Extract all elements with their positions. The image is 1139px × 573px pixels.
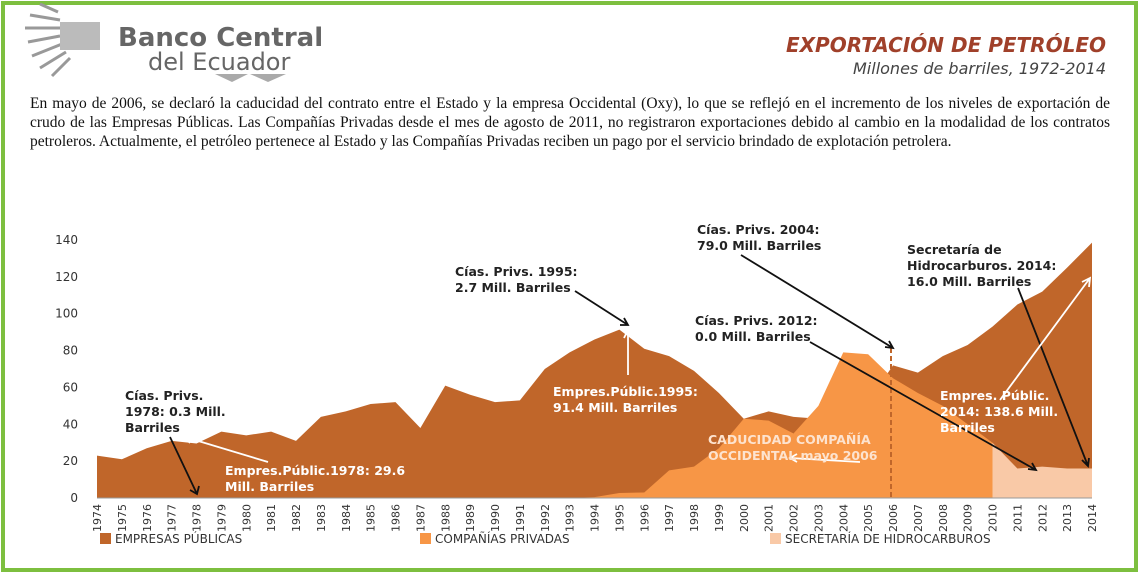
subtitle: Millones de barriles, 1972-2014: [853, 59, 1106, 78]
x-tick-label: 2004: [837, 504, 850, 532]
arrows: [169, 254, 1090, 496]
y-tick-label: 0: [70, 491, 78, 505]
x-tick-label: 1983: [315, 504, 328, 532]
annotation: Secretaría de: [907, 242, 1002, 257]
logo-text: del Ecuador: [148, 48, 290, 76]
legend-label: EMPRESAS PÚBLICAS: [115, 531, 242, 546]
area: [992, 442, 1092, 498]
x-tick-label: 1977: [166, 504, 179, 532]
x-tick-label: 1996: [638, 504, 651, 532]
x-tick-label: 1975: [116, 504, 129, 532]
x-tick-label: 2007: [912, 504, 925, 532]
logo-deco: [215, 74, 286, 82]
x-tick-label: 1979: [215, 504, 228, 532]
annotation: 79.0 Mill. Barriles: [697, 238, 821, 253]
y-tick-label: 40: [63, 417, 78, 431]
arrows-white: [183, 276, 1092, 463]
x-tick-label: 1993: [564, 504, 577, 532]
x-tick-label: 1990: [489, 504, 502, 532]
logo-mark: [25, 2, 100, 78]
x-tick-label: 1997: [663, 504, 676, 532]
annotation: Cías. Privs. 2012:: [695, 313, 818, 328]
x-tick-label: 1976: [141, 504, 154, 532]
x-tick-label: 1999: [713, 504, 726, 532]
logo-text: Banco Central: [118, 23, 323, 53]
annotation: OCCIDENTAL mayo 2006: [708, 448, 878, 463]
x-tick-label: 2012: [1036, 504, 1049, 532]
legend-swatch: [100, 533, 111, 544]
x-tick-label: 2005: [862, 504, 875, 532]
x-tick-label: 2003: [812, 504, 825, 532]
annotation: 1978: 0.3 Mill.: [125, 404, 226, 419]
x-tick-label: 1987: [414, 504, 427, 532]
annotation: Empres. Públic.: [940, 388, 1049, 403]
x-tick-label: 1985: [365, 504, 378, 532]
x-tick-label: 2009: [962, 504, 975, 532]
annotation: 2014: 138.6 Mill.: [940, 404, 1058, 419]
x-tick-label: 1991: [514, 504, 527, 532]
legend-swatch: [770, 533, 781, 544]
x-tick-label: 1980: [240, 504, 253, 532]
title: EXPORTACIÓN DE PETRÓLEO: [786, 33, 1106, 57]
x-tick-label: 2006: [887, 504, 900, 532]
x-tick-label: 1974: [91, 504, 104, 532]
annotation: Barriles: [125, 420, 180, 435]
annotation: 91.4 Mill. Barriles: [553, 400, 677, 415]
x-tick-label: 1994: [589, 504, 602, 532]
x-tick-label: 1981: [265, 504, 278, 532]
paragraph-box: En mayo de 2006, se declaró la caducidad…: [30, 95, 1110, 150]
y-tick-label: 100: [55, 307, 78, 321]
x-tick-label: 1986: [390, 504, 403, 532]
legend-label: COMPAÑÍAS PRIVADAS: [435, 531, 570, 546]
annotation: 0.0 Mill. Barriles: [695, 329, 811, 344]
annotation: Empres.Públic.1978: 29.6: [225, 463, 405, 478]
annotation: CADUCIDAD COMPAÑÍA: [708, 432, 871, 447]
annotation: 2.7 Mill. Barriles: [455, 280, 571, 295]
y-tick-label: 120: [55, 270, 78, 284]
y-tick-label: 140: [55, 233, 78, 247]
x-tick-label: 1978: [191, 504, 204, 532]
x-tick-label: 2014: [1086, 504, 1099, 532]
x-tick-label: 2001: [763, 504, 776, 532]
legend-swatch: [420, 533, 431, 544]
annotation: Cías. Privs.: [125, 388, 203, 403]
legend-label: SECRETARÍA DE HIDROCARBUROS: [785, 531, 991, 546]
x-tick-label: 1988: [439, 504, 452, 532]
x-tick-label: 2002: [788, 504, 801, 532]
paragraph: En mayo de 2006, se declaró la caducidad…: [30, 95, 1110, 150]
annotation: Cías. Privs. 2004:: [697, 222, 820, 237]
x-tick-label: 1995: [613, 504, 626, 532]
annotation: Empres.Públic.1995:: [553, 384, 698, 399]
x-tick-label: 2010: [987, 504, 1000, 532]
x-tick-label: 2011: [1011, 504, 1024, 532]
x-tick-label: 2013: [1061, 504, 1074, 532]
annotation: Cías. Privs. 1995:: [455, 264, 578, 279]
y-tick-label: 60: [63, 380, 78, 394]
annotation: Hidrocarburos. 2014:: [907, 258, 1056, 273]
x-tick-label: 2000: [738, 504, 751, 532]
annotation: 16.0 Mill. Barriles: [907, 274, 1031, 289]
annotation: Barriles: [940, 420, 995, 435]
x-tick-label: 2008: [937, 504, 950, 532]
x-tick-label: 1982: [290, 504, 303, 532]
x-tick-label: 1992: [539, 504, 552, 532]
y-tick-label: 20: [63, 454, 78, 468]
annotations: Cías. Privs.1978: 0.3 Mill.BarrilesEmpre…: [125, 222, 1092, 496]
y-tick-label: 80: [63, 344, 78, 358]
x-tick-label: 1989: [464, 504, 477, 532]
annotation: Mill. Barriles: [225, 479, 314, 494]
x-tick-label: 1998: [688, 504, 701, 532]
x-tick-label: 1984: [340, 504, 353, 532]
